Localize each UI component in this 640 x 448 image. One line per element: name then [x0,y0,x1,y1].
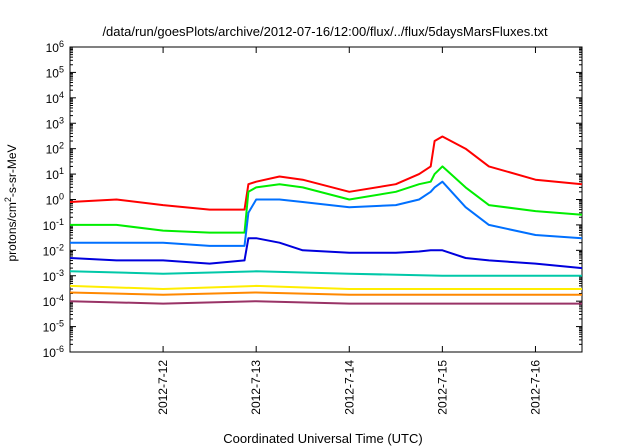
y-tick-label: 10-3 [43,268,64,284]
x-axis-label: Coordinated Universal Time (UTC) [223,431,422,446]
x-tick-label: 2012-7-14 [342,360,356,415]
series-line-8 [69,300,582,305]
x-tick-label: 2012-7-13 [249,360,263,415]
series-line-4 [69,237,583,270]
y-axis-label-sup: 2 [3,197,13,202]
y-axis-label: protons/cm2-s-sr-MeV [3,144,19,261]
y-tick-label: 10-1 [43,217,64,233]
y-tick-label: 10-6 [43,344,64,360]
y-tick-label: 103 [46,115,64,131]
series-line-1 [69,135,583,211]
y-tick-label: 105 [46,64,64,80]
series-line-6 [69,284,582,290]
x-tick-label: 2012-7-16 [528,360,542,415]
series-line-5 [69,270,582,277]
y-tick-label: 10-4 [43,293,64,309]
y-tick-label: 106 [46,39,64,55]
series-line-2 [70,165,583,234]
y-tick-label: 104 [46,90,64,106]
x-axis: 2012-7-12 2012-7-13 2012-7-14 2012-7-15 2012… [156,47,542,415]
y-axis-label-main: protons/cm [5,202,19,261]
y-axis-label-rest: -s-sr-MeV [5,144,19,197]
plot-frame [69,46,583,353]
y-axis: 10-6 10-5 10-4 10-3 10-2 10-1 100 101 102 103 104 1… [43,39,582,360]
y-tick-label: 10-2 [43,242,64,258]
y-tick-label: 102 [46,141,64,157]
y-tick-label: 101 [46,166,64,182]
x-tick-label: 2012-7-15 [435,360,449,415]
series-line-3 [70,180,583,247]
series-layer [69,135,583,305]
series-line-7 [69,291,582,296]
x-tick-label: 2012-7-12 [156,360,170,415]
chart-title: /data/run/goesPlots/archive/2012-07-16/1… [102,24,548,39]
y-tick-label: 100 [46,192,64,208]
y-tick-label: 10-5 [43,319,64,335]
svg-text:protons/cm2-s-sr-MeV: protons/cm2-s-sr-MeV [3,144,19,261]
